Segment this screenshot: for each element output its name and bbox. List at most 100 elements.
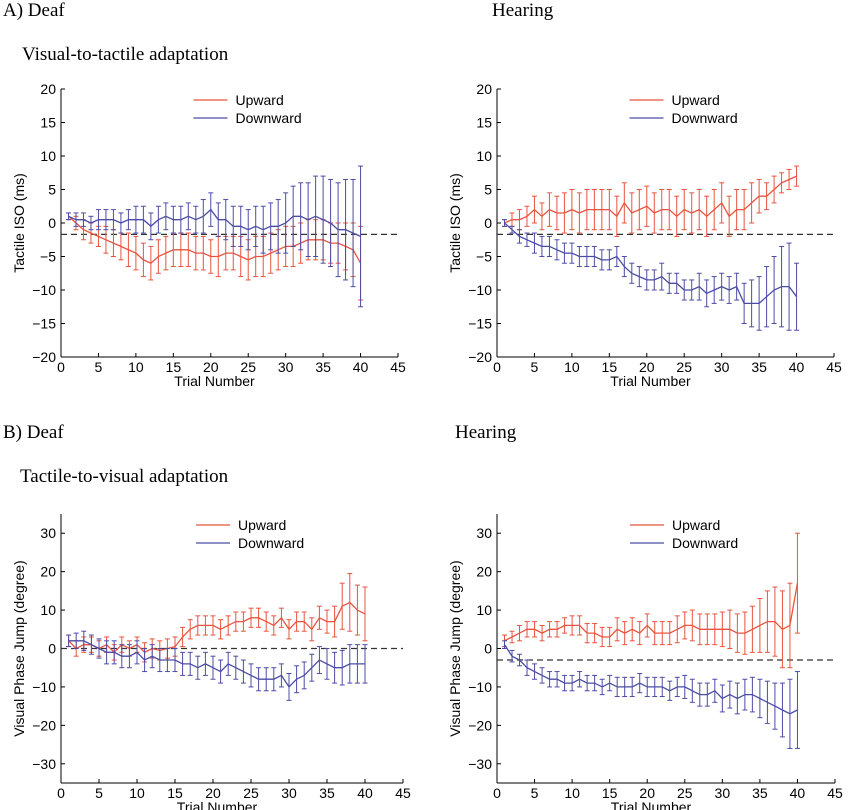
row-b-left-label: B) Deaf — [3, 422, 64, 443]
y-tick-label: −30 — [468, 756, 492, 772]
x-tick-label: 25 — [240, 359, 256, 375]
series-line-upward — [68, 601, 366, 654]
legend-label: Upward — [236, 92, 284, 108]
y-tick-label: −30 — [32, 756, 56, 772]
y-tick-label: 5 — [48, 182, 56, 198]
y-tick-label: 20 — [40, 564, 56, 580]
x-tick-label: 40 — [357, 785, 373, 801]
legend-label: Upward — [238, 517, 286, 533]
x-tick-label: 15 — [602, 359, 618, 375]
row-b-right-label: Hearing — [455, 422, 517, 443]
series-line-upward — [504, 583, 799, 642]
chart-b-hearing: −30 −20 −10 0 10 20 30 0 5 10 15 20 25 30 35 40 45 Trial … — [447, 514, 843, 810]
y-tick-label: −10 — [468, 282, 492, 298]
y-tick-label: 15 — [40, 115, 56, 131]
x-tick-label: 30 — [278, 359, 294, 375]
y-tick-label: 0 — [48, 215, 56, 231]
y-tick-label: 10 — [476, 148, 492, 164]
row-a-left-label: A) Deaf — [3, 0, 65, 21]
legend-label: Downward — [672, 110, 738, 126]
x-axis-label: Trial Number — [610, 373, 691, 389]
y-tick-label: −20 — [468, 717, 492, 733]
y-axis-label: Visual Phase Jump (degree) — [447, 560, 463, 736]
x-tick-label: 40 — [353, 359, 369, 375]
x-tick-label: 0 — [57, 785, 65, 801]
y-tick-label: 30 — [40, 525, 56, 541]
y-tick-label: −20 — [468, 349, 492, 365]
y-tick-label: 10 — [40, 602, 56, 618]
legend-label: Upward — [672, 92, 720, 108]
x-tick-label: 5 — [95, 785, 103, 801]
chart-a-deaf: −20 −15 −10 −5 0 5 10 15 20 0 5 10 15 20 25 30 35 40 45 Tri… — [11, 81, 406, 389]
series-line-downward — [68, 640, 365, 688]
x-tick-label: 30 — [281, 785, 297, 801]
x-tick-label: 5 — [531, 785, 539, 801]
x-tick-label: 45 — [827, 785, 843, 801]
x-tick-label: 0 — [493, 785, 501, 801]
x-tick-label: 25 — [676, 359, 692, 375]
y-tick-label: 20 — [476, 81, 492, 97]
x-axis-label: Trial Number — [611, 799, 692, 810]
y-tick-label: −15 — [468, 316, 492, 332]
x-tick-label: 25 — [243, 785, 259, 801]
y-tick-label: 0 — [484, 641, 492, 657]
chart-a-hearing: −20 −15 −10 −5 0 5 10 15 20 0 5 10 15 20 25 30 35 40 45 Tri… — [447, 81, 842, 389]
x-tick-label: 5 — [531, 359, 539, 375]
x-tick-label: 15 — [602, 785, 618, 801]
x-tick-label: 35 — [751, 359, 767, 375]
y-tick-label: 0 — [484, 215, 492, 231]
x-tick-label: 45 — [826, 359, 842, 375]
y-axis-label: Tactile ISO (ms) — [447, 173, 463, 273]
x-tick-label: 20 — [639, 359, 655, 375]
series-line-upward — [504, 175, 797, 224]
y-tick-label: 5 — [484, 182, 492, 198]
y-axis-label: Tactile ISO (ms) — [11, 173, 27, 273]
y-tick-label: −20 — [32, 717, 56, 733]
x-tick-label: 35 — [315, 359, 331, 375]
y-tick-label: 30 — [476, 525, 492, 541]
x-tick-label: 35 — [752, 785, 768, 801]
x-tick-label: 5 — [95, 359, 103, 375]
x-tick-label: 15 — [167, 785, 183, 801]
x-tick-label: 0 — [493, 359, 501, 375]
y-tick-label: −5 — [40, 249, 56, 265]
x-tick-label: 10 — [564, 359, 580, 375]
y-tick-label: 20 — [476, 564, 492, 580]
y-tick-label: −15 — [32, 316, 56, 332]
y-tick-label: −10 — [468, 679, 492, 695]
y-tick-label: −20 — [32, 349, 56, 365]
x-tick-label: 30 — [715, 785, 731, 801]
series-line-downward — [504, 222, 798, 305]
row-a-subtitle: Visual-to-tactile adaptation — [22, 44, 229, 65]
x-tick-label: 25 — [677, 785, 693, 801]
x-tick-label: 45 — [395, 785, 411, 801]
series-line-upward — [68, 215, 362, 264]
legend-label: Downward — [672, 535, 738, 551]
y-tick-label: 20 — [40, 81, 56, 97]
row-a-right-label: Hearing — [492, 0, 554, 21]
x-tick-label: 20 — [203, 359, 219, 375]
legend-label: Upward — [672, 517, 720, 533]
x-tick-label: 10 — [564, 785, 580, 801]
y-tick-label: 0 — [48, 641, 56, 657]
x-tick-label: 40 — [790, 785, 806, 801]
x-tick-label: 35 — [319, 785, 335, 801]
series-line-downward — [68, 208, 361, 237]
legend-label: Downward — [236, 110, 302, 126]
y-tick-label: 10 — [476, 602, 492, 618]
x-tick-label: 20 — [205, 785, 221, 801]
x-tick-label: 10 — [128, 359, 144, 375]
y-axis-label: Visual Phase Jump (degree) — [11, 560, 27, 736]
x-tick-label: 45 — [390, 359, 406, 375]
chart-b-deaf: −30 −20 −10 0 10 20 30 0 5 10 15 20 25 30 35 40 45 Trial … — [11, 514, 411, 810]
x-tick-label: 30 — [714, 359, 730, 375]
series-line-downward — [503, 644, 798, 715]
y-tick-label: 15 — [476, 115, 492, 131]
x-tick-label: 15 — [166, 359, 182, 375]
row-b-subtitle: Tactile-to-visual adaptation — [20, 466, 229, 487]
x-tick-label: 0 — [57, 359, 65, 375]
x-tick-label: 20 — [639, 785, 655, 801]
x-axis-label: Trial Number — [174, 373, 255, 389]
x-axis-label: Trial Number — [177, 799, 258, 810]
x-tick-label: 10 — [129, 785, 145, 801]
